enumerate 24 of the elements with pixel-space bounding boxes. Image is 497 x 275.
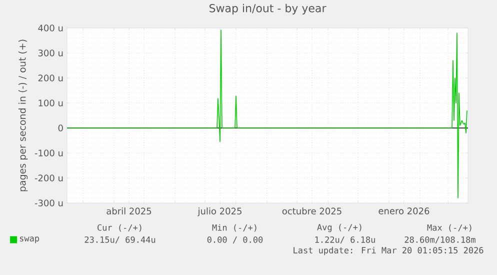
- text: Last update: Fri Mar 20 01:05:15 2026: [294, 246, 484, 256]
- y-tick-label: 300 u: [38, 50, 63, 56]
- legend-label: swap: [20, 236, 40, 244]
- x-tick-label: abril 2025: [106, 208, 152, 214]
- x-tick-label: octubre 2025: [282, 208, 342, 214]
- text: Max (-/+): [427, 224, 472, 232]
- chart-title: Swap in/out - by year: [210, 4, 326, 14]
- text: Cur (-/+): [98, 224, 142, 232]
- text: 28.60m/108.18m: [404, 236, 476, 244]
- y-tick-label: -200 u: [34, 174, 63, 182]
- y-axis-title: pages per second in (-) / out (+): [18, 40, 28, 192]
- text: 23.15u/ 69.44u: [84, 236, 156, 244]
- y-tick-label: 200 u: [38, 74, 63, 82]
- text: Min (-/+): [212, 224, 256, 232]
- y-tick-label: 400 u: [38, 24, 63, 32]
- y-tick-label: 100 u: [38, 100, 63, 106]
- text: 1.22u/ 6.18u: [315, 236, 375, 244]
- text: 0.00 / 0.00: [207, 236, 263, 244]
- y-tick-label: -300 u: [34, 200, 63, 206]
- text: Avg (-/+): [317, 224, 362, 232]
- x-tick-label: julio 2025: [198, 208, 242, 216]
- y-tick-label: 0: [58, 124, 63, 132]
- x-tick-label: enero 2026: [378, 208, 430, 214]
- y-tick-label: -100 u: [34, 150, 63, 156]
